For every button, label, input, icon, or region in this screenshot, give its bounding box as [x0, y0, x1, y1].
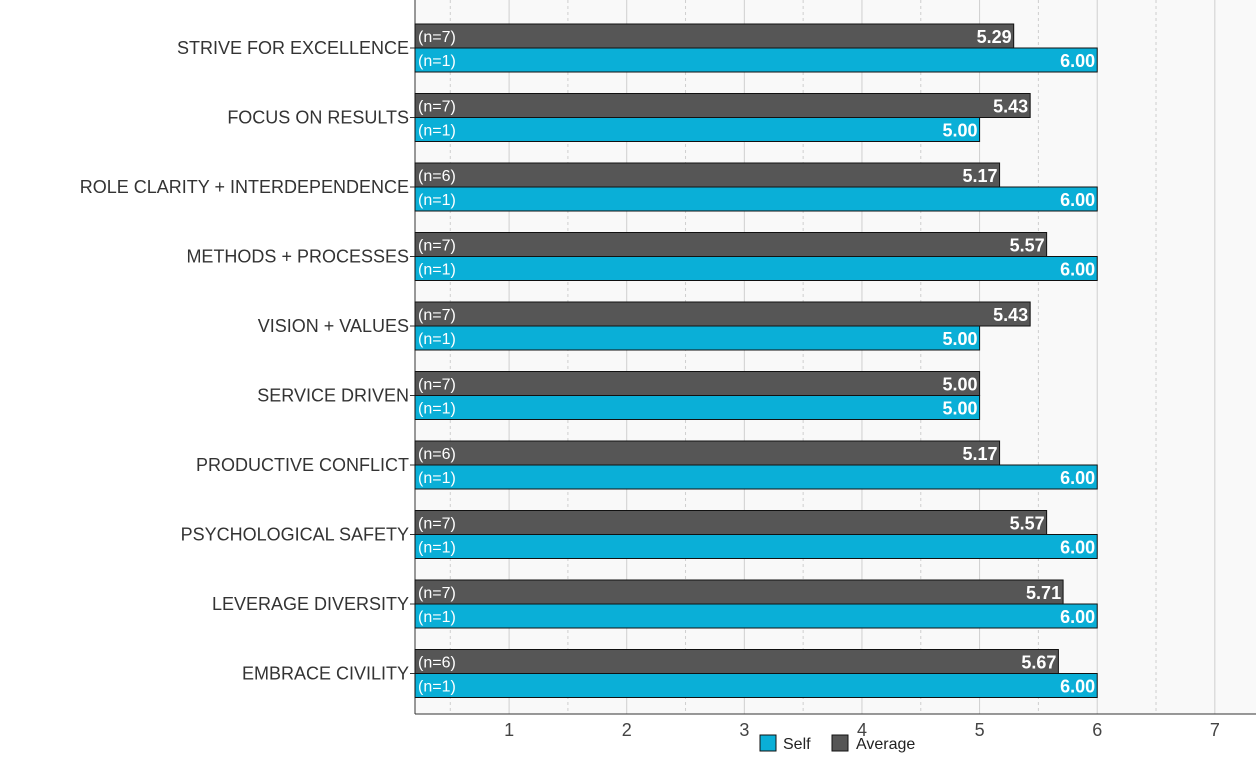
bar-self	[414, 534, 1098, 559]
n-label-average: (n=7)	[418, 307, 456, 324]
n-label-self: (n=1)	[418, 540, 456, 557]
value-label-average: 5.43	[993, 97, 1028, 117]
x-tick-label: 2	[622, 720, 632, 740]
category-label: FOCUS ON RESULTS	[227, 108, 409, 128]
value-label-average: 5.57	[1010, 236, 1045, 256]
value-label-self: 5.00	[943, 399, 978, 419]
category-label: LEVERAGE DIVERSITY	[212, 594, 409, 614]
legend-label-average: Average	[856, 736, 915, 753]
category-label: EMBRACE CIVILITY	[242, 664, 409, 684]
x-tick-label: 7	[1210, 720, 1220, 740]
n-label-self: (n=1)	[418, 401, 456, 418]
value-label-average: 5.43	[993, 305, 1028, 325]
n-label-average: (n=7)	[418, 99, 456, 116]
value-label-self: 6.00	[1060, 607, 1095, 627]
n-label-self: (n=1)	[418, 123, 456, 140]
legend-swatch-self	[759, 734, 777, 752]
value-label-average: 5.67	[1021, 653, 1056, 673]
bar-self	[414, 395, 981, 420]
x-tick-label: 6	[1092, 720, 1102, 740]
n-label-average: (n=6)	[418, 168, 456, 185]
bar-self	[414, 325, 981, 351]
category-label: STRIVE FOR EXCELLENCE	[177, 38, 409, 58]
n-label-average: (n=7)	[418, 29, 456, 46]
value-label-self: 6.00	[1060, 468, 1095, 488]
bar-average	[414, 232, 1048, 257]
bar-average	[414, 301, 1031, 327]
bar-average	[414, 93, 1031, 118]
n-label-self: (n=1)	[418, 470, 456, 487]
value-label-self: 5.00	[943, 121, 978, 141]
n-label-self: (n=1)	[418, 679, 456, 696]
n-label-average: (n=7)	[418, 377, 456, 394]
category-label: SERVICE DRIVEN	[257, 386, 409, 406]
value-label-average: 5.17	[963, 444, 998, 464]
n-label-self: (n=1)	[418, 331, 456, 348]
value-label-average: 5.17	[963, 166, 998, 186]
value-label-self: 6.00	[1060, 190, 1095, 210]
bar-average	[414, 23, 1015, 49]
bar-self	[414, 256, 1098, 281]
x-tick-label: 5	[975, 720, 985, 740]
bar-average	[414, 371, 981, 396]
value-label-self: 6.00	[1060, 538, 1095, 558]
value-label-average: 5.00	[943, 375, 978, 395]
value-label-average: 5.57	[1010, 514, 1045, 534]
bar-average	[414, 579, 1064, 605]
value-label-self: 6.00	[1060, 260, 1095, 280]
bar-average	[414, 510, 1048, 535]
value-label-self: 6.00	[1060, 677, 1095, 697]
n-label-average: (n=7)	[418, 238, 456, 255]
bar-average	[414, 162, 1001, 188]
x-tick-label: 3	[739, 720, 749, 740]
n-label-self: (n=1)	[418, 262, 456, 279]
category-label: ROLE CLARITY + INTERDEPENDENCE	[80, 177, 409, 197]
n-label-average: (n=6)	[418, 446, 456, 463]
legend-label-self: Self	[783, 736, 811, 753]
category-label: PSYCHOLOGICAL SAFETY	[181, 525, 409, 545]
bar-self	[414, 603, 1098, 629]
value-label-self: 5.00	[943, 329, 978, 349]
n-label-average: (n=7)	[418, 585, 456, 602]
value-label-average: 5.29	[977, 27, 1012, 47]
n-label-average: (n=7)	[418, 516, 456, 533]
n-label-self: (n=1)	[418, 53, 456, 70]
n-label-self: (n=1)	[418, 609, 456, 626]
category-label: PRODUCTIVE CONFLICT	[196, 455, 409, 475]
bar-average	[414, 440, 1001, 466]
value-label-average: 5.71	[1026, 583, 1061, 603]
bar-average	[414, 649, 1059, 674]
value-label-self: 6.00	[1060, 51, 1095, 71]
bar-self	[414, 47, 1098, 73]
x-tick-label: 1	[504, 720, 514, 740]
bar-self	[414, 117, 981, 142]
legend-swatch-average	[831, 734, 849, 752]
n-label-self: (n=1)	[418, 192, 456, 209]
n-label-average: (n=6)	[418, 655, 456, 672]
bar-self	[414, 673, 1098, 698]
category-label: METHODS + PROCESSES	[186, 247, 409, 267]
bar-self	[414, 186, 1098, 212]
x-tick-label: 4	[857, 720, 867, 740]
category-label: VISION + VALUES	[258, 316, 409, 336]
bar-self	[414, 464, 1098, 490]
